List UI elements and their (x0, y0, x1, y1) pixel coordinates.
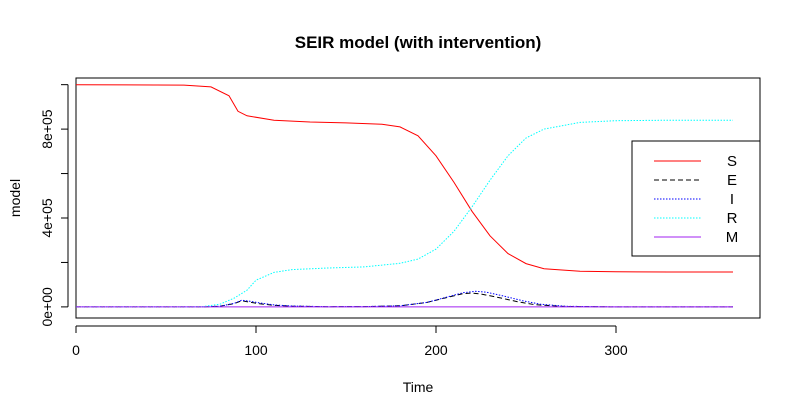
legend-label-r: R (727, 210, 738, 227)
y-tick-label: 4e+05 (39, 198, 55, 238)
series-layer (75, 84, 733, 308)
legend-label-e: E (727, 172, 737, 189)
x-axis: 0 100 200 300 (72, 325, 628, 358)
x-axis-label: Time (403, 379, 434, 395)
legend-label-i: I (730, 191, 734, 208)
series-line-s (75, 84, 733, 273)
x-tick-label: 300 (604, 342, 628, 358)
x-tick-label: 0 (72, 342, 80, 358)
x-tick-label: 100 (244, 342, 268, 358)
y-tick-label: 8e+05 (39, 109, 55, 149)
y-axis-label: model (7, 179, 23, 217)
legend-label-s: S (727, 153, 737, 170)
chart-title: SEIR model (with intervention) (295, 33, 542, 52)
y-tick-label: 0e+00 (39, 287, 55, 327)
series-line-e (76, 292, 733, 308)
legend-label-m: M (726, 229, 739, 246)
series-line-i (76, 290, 733, 308)
x-tick-label: 200 (424, 342, 448, 358)
y-axis: 0e+00 4e+05 8e+05 (39, 84, 69, 327)
series-line-r (76, 119, 733, 308)
